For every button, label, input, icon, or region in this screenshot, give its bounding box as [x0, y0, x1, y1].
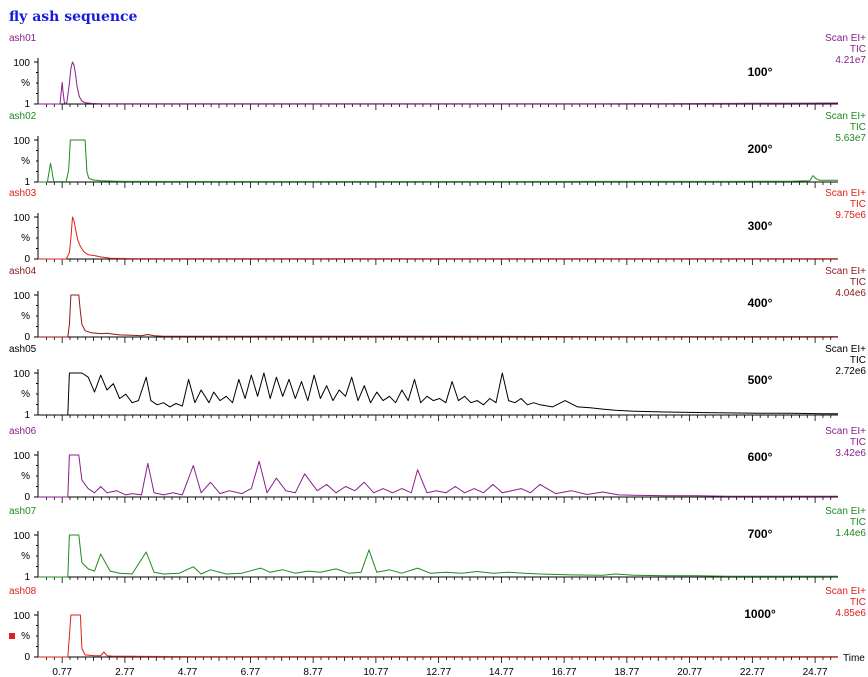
panel-5-ytick-top: 100 — [13, 369, 30, 380]
panel-3-tic: TIC — [850, 199, 866, 210]
panel-2-temperature: 200° — [748, 142, 773, 156]
panel-7-name: ash07 — [9, 506, 37, 517]
panel-5-trace — [38, 372, 838, 416]
panel-4-temperature: 400° — [748, 296, 773, 310]
panel-5-ytick-bottom: 1 — [24, 410, 30, 421]
xtick-label-11: 22.77 — [740, 667, 765, 677]
panel-2-ytick-top: 100 — [13, 136, 30, 147]
panel-1-trace — [38, 61, 839, 105]
panel-7-tic: TIC — [850, 517, 866, 528]
panel-3-name: ash03 — [9, 188, 37, 199]
marker-square — [9, 633, 15, 639]
panel-2-trace — [38, 139, 838, 183]
x-axis-label: Time — [843, 653, 865, 664]
panel-4-ylabel: % — [21, 311, 30, 322]
panel-5-scan: Scan EI+ — [825, 344, 866, 355]
panel-5-tic: TIC — [850, 355, 866, 366]
panel-2-ylabel: % — [21, 156, 30, 167]
xtick-label-6: 12.77 — [426, 667, 451, 677]
xtick-label-10: 20.77 — [677, 667, 702, 677]
panel-6-intensity: 3.42e6 — [835, 448, 866, 459]
panel-3-temperature: 300° — [748, 219, 773, 233]
xtick-label-5: 10.77 — [363, 667, 388, 677]
panel-7-trace — [38, 534, 838, 578]
panel-8-trace — [38, 614, 838, 658]
panel-4-ytick-top: 100 — [13, 291, 30, 302]
panel-6-trace — [38, 454, 838, 498]
panel-8-ytick-top: 100 — [13, 611, 30, 622]
panel-1-temperature: 100° — [748, 65, 773, 79]
xtick-label-2: 4.77 — [178, 667, 198, 677]
xtick-label-0: 0.77 — [52, 667, 72, 677]
panel-7-scan: Scan EI+ — [825, 506, 866, 517]
panel-3-ytick-top: 100 — [13, 213, 30, 224]
panel-8-ytick-bottom: 0 — [24, 652, 30, 663]
panel-3-ytick-bottom: 0 — [24, 254, 30, 265]
xtick-label-3: 6.77 — [241, 667, 261, 677]
panel-6-scan: Scan EI+ — [825, 426, 866, 437]
panel-6-tic: TIC — [850, 437, 866, 448]
panel-5-temperature: 500° — [748, 373, 773, 387]
panel-8-temperature: 1000° — [744, 607, 776, 621]
panel-4-scan: Scan EI+ — [825, 266, 866, 277]
panel-1-tic: TIC — [850, 44, 866, 55]
panel-6-ylabel: % — [21, 471, 30, 482]
panel-1-ylabel: % — [21, 78, 30, 89]
xtick-label-4: 8.77 — [303, 667, 323, 677]
panel-2-name: ash02 — [9, 111, 37, 122]
panel-6-temperature: 600° — [748, 450, 773, 464]
panel-7-temperature: 700° — [748, 527, 773, 541]
panel-4-intensity: 4.04e6 — [835, 288, 866, 299]
xtick-label-7: 14.77 — [489, 667, 514, 677]
xtick-label-12: 24.77 — [803, 667, 828, 677]
panel-2-ytick-bottom: 1 — [24, 177, 30, 188]
panel-8-name: ash08 — [9, 586, 37, 597]
panel-7-ytick-bottom: 1 — [24, 572, 30, 583]
panel-2-scan: Scan EI+ — [825, 111, 866, 122]
panel-2-intensity: 5.63e7 — [835, 133, 866, 144]
xtick-label-9: 18.77 — [614, 667, 639, 677]
panel-1-ytick-bottom: 1 — [24, 99, 30, 110]
panel-7-intensity: 1.44e6 — [835, 528, 866, 539]
panel-5-intensity: 2.72e6 — [835, 366, 866, 377]
panel-5-ylabel: % — [21, 389, 30, 400]
panel-3-ylabel: % — [21, 233, 30, 244]
chart-title: fly ash sequence — [9, 9, 138, 25]
panel-4-trace — [38, 294, 838, 338]
panel-6-name: ash06 — [9, 426, 37, 437]
panel-7-ytick-top: 100 — [13, 531, 30, 542]
panel-5-name: ash05 — [9, 344, 37, 355]
panel-1-intensity: 4.21e7 — [835, 55, 866, 66]
panel-1-ytick-top: 100 — [13, 58, 30, 69]
panel-8-intensity: 4.85e6 — [835, 608, 866, 619]
panel-8-tic: TIC — [850, 597, 866, 608]
panel-3-intensity: 9.75e6 — [835, 210, 866, 221]
panel-4-name: ash04 — [9, 266, 37, 277]
panel-8-scan: Scan EI+ — [825, 586, 866, 597]
panel-4-tic: TIC — [850, 277, 866, 288]
panel-7-ylabel: % — [21, 551, 30, 562]
panel-3-trace — [38, 216, 838, 260]
xtick-label-1: 2.77 — [115, 667, 135, 677]
panel-8-ylabel: % — [21, 631, 30, 642]
panel-1-scan: Scan EI+ — [825, 33, 866, 44]
panel-6-ytick-top: 100 — [13, 451, 30, 462]
panel-1-name: ash01 — [9, 33, 37, 44]
panel-4-ytick-bottom: 0 — [24, 332, 30, 343]
panel-2-tic: TIC — [850, 122, 866, 133]
panel-3-scan: Scan EI+ — [825, 188, 866, 199]
xtick-label-8: 16.77 — [552, 667, 577, 677]
panel-6-ytick-bottom: 0 — [24, 492, 30, 503]
